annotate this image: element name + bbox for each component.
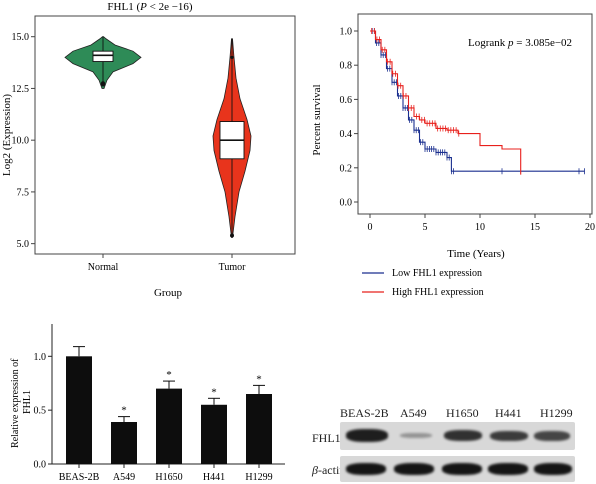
violin-box-normal [92,50,114,62]
km-ytick-label-1: 0.8 [340,61,353,72]
km-y-axis: 1.0 0.8 0.6 0.4 0.2 0.0 [340,27,358,209]
blot-col-beas2b: BEAS-2B [340,406,389,420]
bar-ylabel-line2: FHL1 [22,390,33,414]
blot-col-a549: A549 [400,406,427,420]
km-plot-area [357,13,593,215]
significance-star-h441: * [211,386,217,398]
km-logrank-annotation: Logrank p = 3.085e−02 [468,37,572,49]
bar-ytick-label-2: 0.0 [34,460,47,471]
blot-row-beta-actin: β-actin [312,463,345,478]
bar-xtick-label-2: H1650 [155,472,182,483]
blot-row-fhl1: FHL1 [312,431,341,445]
km-plot: 1.0 0.8 0.6 0.4 0.2 0.0 0 5 10 15 20 Percent surv… [311,13,595,298]
bar-ytick-label-1: 0.5 [34,406,47,417]
km-ylabel: Percent survival [311,84,323,155]
beta-symbol: β [312,463,318,477]
km-xtick-label-2: 10 [475,222,485,233]
violin-ytick-label-0: 15.0 [12,32,30,43]
blot-strip-fhl1 [340,422,575,450]
km-legend: Low FHL1 expression High FHL1 expression [362,268,484,298]
km-xtick-label-3: 15 [530,222,540,233]
band-fhl1-beas2b [346,429,388,442]
bar-h1299 [246,394,272,464]
violin-x-axis: Normal Tumor [88,254,246,273]
km-ytick-label-5: 0.0 [340,198,353,209]
bar-series: * * * * [66,346,272,464]
violin-outlier-normal-2 [101,81,105,86]
band-actin-h441 [488,463,528,475]
blot-col-h1299: H1299 [540,406,573,420]
legend-label-low: Low FHL1 expression [392,268,482,279]
violin-outlier-tumor-high [230,55,234,59]
bar-h1650 [156,388,182,464]
significance-star-h1299: * [256,373,262,385]
km-series [370,28,585,175]
violin-title: FHL1 (P < 2e −16) [107,1,192,13]
km-ytick-label-3: 0.4 [340,129,353,140]
band-actin-h1299 [534,463,572,475]
km-xtick-label-1: 5 [423,222,428,233]
violin-ytick-label-2: 10.0 [12,136,30,147]
band-actin-a549 [394,463,434,475]
bar-a549 [111,422,137,464]
violin-ylabel: Log2 (Expression) [1,94,13,177]
km-xtick-label-0: 0 [368,222,373,233]
violin-ytick-label-3: 7.5 [17,187,30,198]
km-ytick-label-4: 0.2 [340,163,353,174]
km-curve-high [370,30,522,175]
km-ytick-label-2: 0.6 [340,95,353,106]
violin-ytick-label-4: 5.0 [17,239,30,250]
violin-series [64,36,252,238]
violin-ytick-label-1: 12.5 [12,84,30,95]
bar-ytick-label-0: 1.0 [34,352,47,363]
band-fhl1-h1650 [444,430,482,441]
km-curve-low [370,30,585,172]
violin-outlier-low-tumor [230,233,234,238]
band-fhl1-a549 [400,433,432,438]
bar-xtick-label-3: H441 [203,472,225,483]
km-xlabel: Time (Years) [447,248,505,260]
bar-ylabel-line1: Relative expression of [10,358,21,448]
km-x-axis: 0 5 10 15 20 [368,214,595,233]
bar-x-axis: BEAS-2B A549 H1650 H441 H1299 [59,464,273,483]
violin-y-axis: 15.0 12.5 10.0 7.5 5.0 [12,32,35,250]
significance-star-h1650: * [166,369,172,381]
bar-h441 [201,404,227,464]
bar-xtick-label-4: H1299 [245,472,272,483]
band-fhl1-h1299 [534,431,570,441]
western-blot: BEAS-2B A549 H1650 H441 H1299 FHL1 β-act… [300,400,592,484]
blot-col-h441: H441 [495,406,522,420]
legend-label-high: High FHL1 expression [392,287,484,298]
significance-star-a549: * [121,405,127,417]
violin-xtick-label-1: Tumor [219,262,247,273]
bar-ylabel: Relative expression of FHL1 [10,356,33,448]
bar-xtick-label-1: A549 [113,472,135,483]
km-xtick-label-4: 20 [585,222,595,233]
bar-xtick-label-0: BEAS-2B [59,472,100,483]
band-actin-h1650 [442,463,482,475]
band-fhl1-h441 [490,431,528,441]
km-ytick-label-0: 1.0 [340,27,353,38]
band-actin-beas2b [346,463,386,475]
violin-plot-area [34,15,296,255]
blot-col-h1650: H1650 [446,406,479,420]
blot-strip-beta-actin [340,456,575,482]
violin-xtick-label-0: Normal [88,262,119,273]
violin-xlabel: Group [154,287,183,299]
violin-plot: FHL1 (P < 2e −16) 15.0 12.5 10.0 7.5 5.0 Log… [1,1,296,299]
bar-chart: Relative expression of FHL1 1.00.50.0 **… [10,324,285,483]
bar-beas-2b [66,356,92,464]
actin-label: -actin [317,463,346,477]
